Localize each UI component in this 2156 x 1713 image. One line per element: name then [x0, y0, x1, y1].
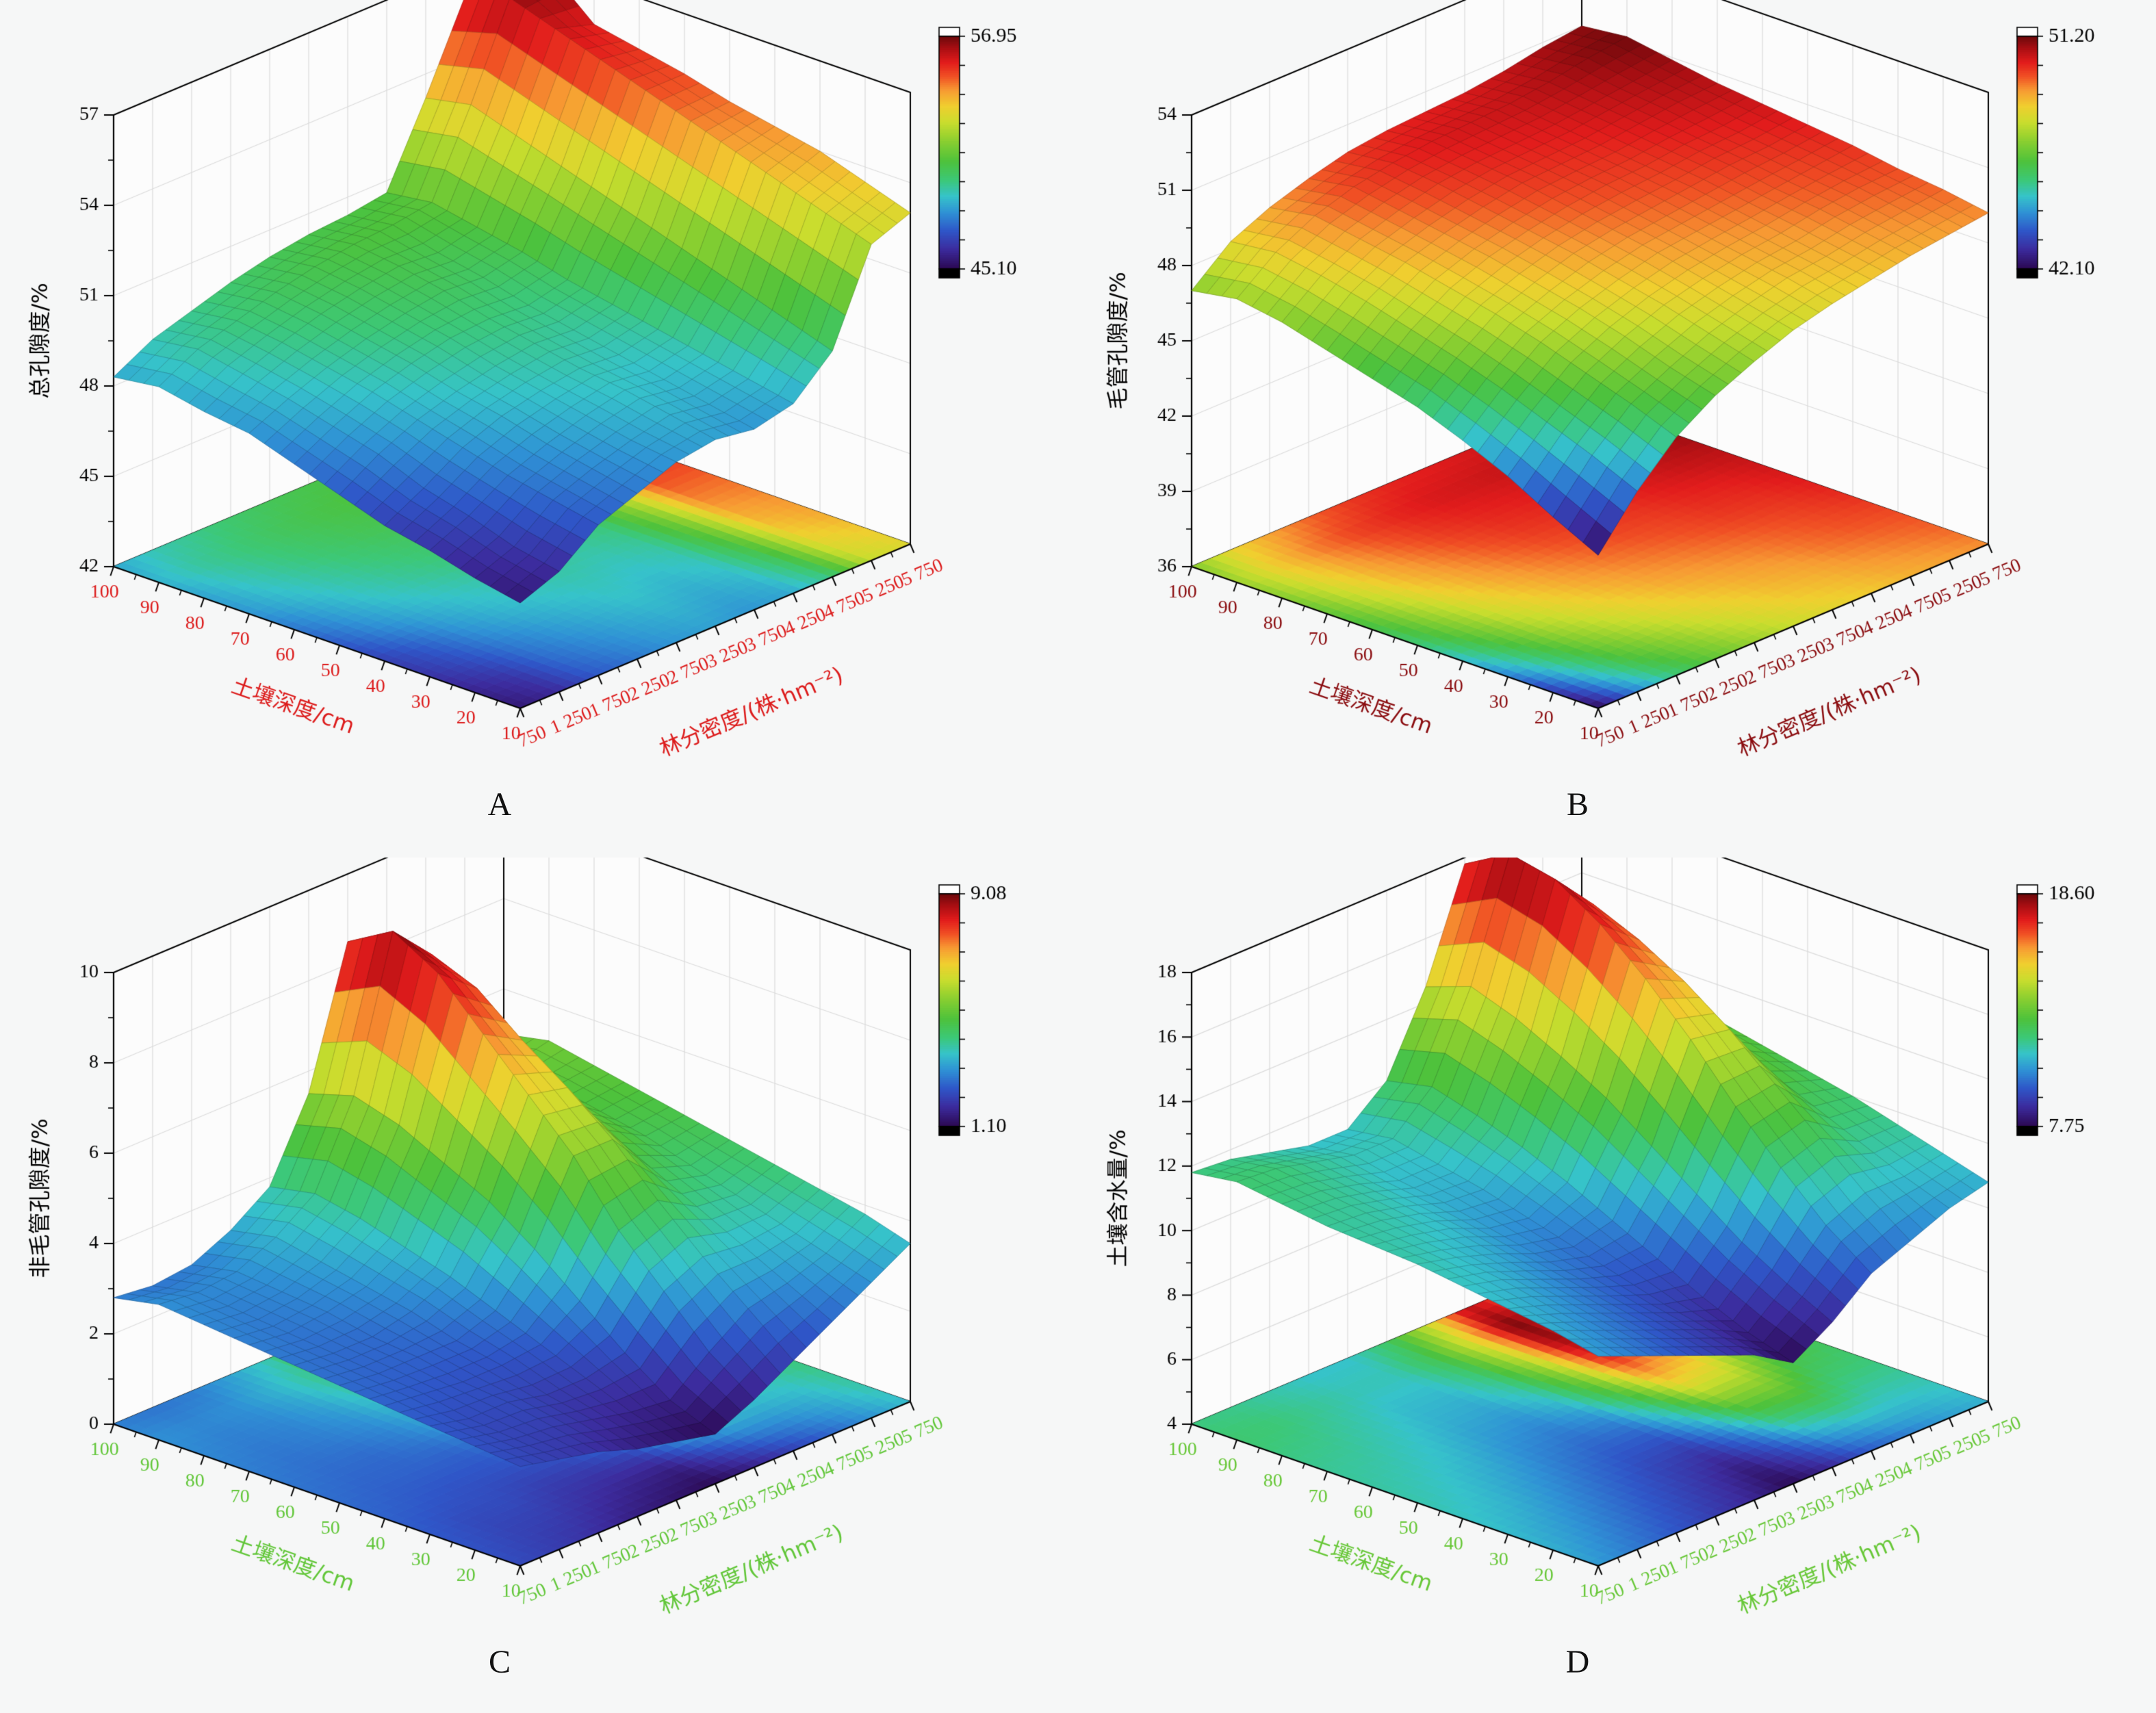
surface-plot-canvas-a: [0, 0, 1078, 855]
panel-capillary-porosity: B: [1078, 0, 2156, 855]
panel-noncapillary-porosity: C: [0, 858, 1078, 1713]
panel-letter-b: B: [1566, 786, 1589, 823]
panel-letter-c: C: [488, 1644, 511, 1680]
surface-plot-canvas-c: [0, 858, 1078, 1713]
panel-letter-d: D: [1565, 1644, 1590, 1680]
surface-plot-canvas-d: [1078, 858, 2156, 1713]
panel-soil-water-content: D: [1078, 858, 2156, 1713]
surface-plot-canvas-b: [1078, 0, 2156, 855]
panel-total-porosity: A: [0, 0, 1078, 855]
panel-letter-a: A: [487, 786, 512, 823]
